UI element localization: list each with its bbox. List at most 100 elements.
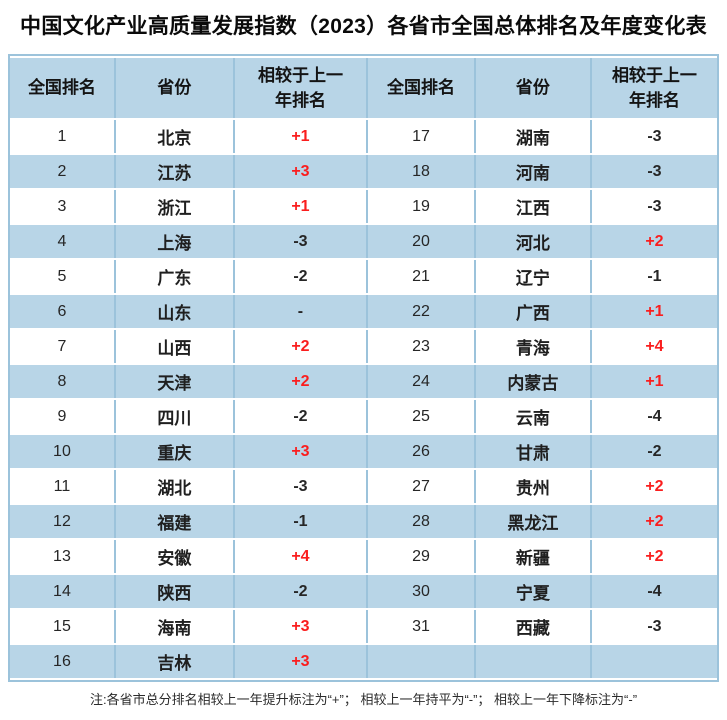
province-cell: 黑龙江	[475, 505, 592, 538]
table-row: 6 山东 -22 广西 +1	[10, 295, 717, 328]
province-cell: 四川	[115, 400, 235, 433]
page-title: 中国文化产业高质量发展指数（2023）各省市全国总体排名及年度变化表	[20, 15, 707, 38]
province-cell: 宁夏	[475, 575, 592, 608]
rank-cell: 22	[368, 295, 476, 328]
table-row: 10 重庆 +3 26 甘肃 -2	[10, 435, 717, 468]
change-cell: +2	[591, 505, 717, 538]
table-row: 8 天津 +2 24 内蒙古 +1	[10, 365, 717, 398]
rank-cell	[368, 645, 476, 678]
table-row: 1 北京 +1 17 湖南 -3	[10, 120, 717, 153]
rank-cell: 2	[10, 155, 116, 188]
change-cell: +1	[234, 120, 369, 153]
table-row: 9 四川 -2 25 云南 -4	[10, 400, 717, 433]
change-cell: -	[234, 295, 369, 328]
rank-cell: 29	[368, 540, 476, 573]
change-cell: -2	[234, 575, 369, 608]
table-row: 2 江苏 +3 18 河南 -3	[10, 155, 717, 188]
rank-cell: 6	[10, 295, 116, 328]
table-row: 14 陕西 -2 30 宁夏 -4	[10, 575, 717, 608]
rank-cell: 30	[368, 575, 476, 608]
province-cell: 浙江	[115, 190, 235, 223]
change-cell: +3	[234, 155, 369, 188]
col-header-change-left: 相较于上一 年排名	[234, 58, 369, 118]
change-cell: +3	[234, 610, 369, 643]
table-row: 16 吉林 +3	[10, 645, 717, 678]
province-cell: 重庆	[115, 435, 235, 468]
change-cell: -2	[591, 435, 717, 468]
province-cell: 辽宁	[475, 260, 592, 293]
change-cell: -4	[591, 575, 717, 608]
province-cell: 福建	[115, 505, 235, 538]
province-cell: 广东	[115, 260, 235, 293]
table-row: 12 福建 -1 28 黑龙江 +2	[10, 505, 717, 538]
province-cell: 广西	[475, 295, 592, 328]
table-row: 7 山西 +2 23 青海 +4	[10, 330, 717, 363]
table-row: 11 湖北 -3 27 贵州 +2	[10, 470, 717, 503]
change-cell: +4	[234, 540, 369, 573]
table-header-row: 全国排名 省份 相较于上一 年排名 全国排名 省份 相较于上一 年排名	[10, 58, 717, 118]
province-cell: 云南	[475, 400, 592, 433]
change-cell: -1	[234, 505, 369, 538]
col-header-national-rank-right: 全国排名	[368, 58, 476, 118]
change-cell: +4	[591, 330, 717, 363]
rank-cell: 14	[10, 575, 116, 608]
rank-cell: 25	[368, 400, 476, 433]
table-row: 4 上海 -3 20 河北 +2	[10, 225, 717, 258]
change-cell: +2	[591, 540, 717, 573]
change-cell: -3	[234, 225, 369, 258]
rank-cell: 4	[10, 225, 116, 258]
change-cell: -2	[234, 400, 369, 433]
rank-cell: 11	[10, 470, 116, 503]
rank-cell: 7	[10, 330, 116, 363]
rank-cell: 20	[368, 225, 476, 258]
change-cell: +1	[591, 365, 717, 398]
rank-cell: 21	[368, 260, 476, 293]
change-cell: +3	[234, 435, 369, 468]
rank-cell: 15	[10, 610, 116, 643]
province-cell: 陕西	[115, 575, 235, 608]
rank-cell: 27	[368, 470, 476, 503]
change-cell	[591, 645, 717, 678]
province-cell: 湖北	[115, 470, 235, 503]
province-cell: 上海	[115, 225, 235, 258]
province-cell: 安徽	[115, 540, 235, 573]
province-cell: 北京	[115, 120, 235, 153]
rank-cell: 8	[10, 365, 116, 398]
change-cell: -3	[234, 470, 369, 503]
rank-cell: 19	[368, 190, 476, 223]
change-cell: -3	[591, 155, 717, 188]
province-cell: 海南	[115, 610, 235, 643]
province-cell: 河北	[475, 225, 592, 258]
rank-cell: 26	[368, 435, 476, 468]
province-cell: 青海	[475, 330, 592, 363]
ranking-table: 全国排名 省份 相较于上一 年排名 全国排名 省份 相较于上一 年排名 1 北京 +…	[8, 54, 719, 682]
change-cell: +3	[234, 645, 369, 678]
province-cell	[475, 645, 592, 678]
province-cell: 西藏	[475, 610, 592, 643]
rank-cell: 12	[10, 505, 116, 538]
change-cell: +2	[234, 365, 369, 398]
col-header-change-right: 相较于上一 年排名	[591, 58, 717, 118]
province-cell: 内蒙古	[475, 365, 592, 398]
province-cell: 吉林	[115, 645, 235, 678]
rank-cell: 28	[368, 505, 476, 538]
table-row: 13 安徽 +4 29 新疆 +2	[10, 540, 717, 573]
rank-cell: 9	[10, 400, 116, 433]
province-cell: 江苏	[115, 155, 235, 188]
rank-cell: 10	[10, 435, 116, 468]
table-row: 5 广东 -2 21 辽宁 -1	[10, 260, 717, 293]
change-cell: -2	[234, 260, 369, 293]
change-cell: +2	[591, 225, 717, 258]
change-cell: +1	[234, 190, 369, 223]
province-cell: 河南	[475, 155, 592, 188]
change-cell: +1	[591, 295, 717, 328]
col-header-province-right: 省份	[475, 58, 592, 118]
footnote: 注:各省市总分排名相较上一年提升标注为“+”； 相较上一年持平为“-”； 相较上…	[89, 692, 638, 707]
province-cell: 甘肃	[475, 435, 592, 468]
rank-cell: 17	[368, 120, 476, 153]
change-cell: +2	[591, 470, 717, 503]
province-cell: 贵州	[475, 470, 592, 503]
change-cell: -3	[591, 610, 717, 643]
rank-cell: 13	[10, 540, 116, 573]
